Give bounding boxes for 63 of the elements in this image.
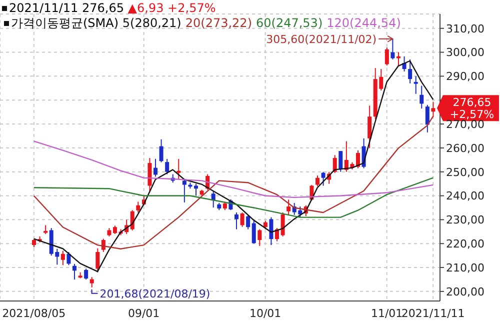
y-tick-label: 220,00 xyxy=(446,238,484,251)
line-series xyxy=(33,177,434,218)
candlestick xyxy=(84,268,88,280)
y-tick-label: 200,00 xyxy=(446,285,484,298)
candlestick xyxy=(280,212,285,237)
x-tick-label: 10/01 xyxy=(249,306,282,320)
text: 60(247,53) xyxy=(256,16,323,30)
candlestick xyxy=(368,105,372,149)
candlestick xyxy=(258,228,262,246)
candlestick xyxy=(408,58,412,84)
y-tick-label: 290,00 xyxy=(446,70,484,84)
candlestick xyxy=(316,174,320,187)
candlestick xyxy=(425,104,430,133)
candlestick xyxy=(234,212,238,230)
candlestick xyxy=(176,158,181,180)
candlestick xyxy=(130,210,134,231)
candlestick xyxy=(414,76,418,94)
candlestick xyxy=(154,158,158,178)
annotation: 201,68(2021/08/19) xyxy=(100,287,210,300)
text: 5(280,21) xyxy=(122,16,182,30)
chart-subtitle: ▲6,93 +2,57% xyxy=(128,1,216,15)
candlestick xyxy=(252,220,256,244)
candlestick xyxy=(286,199,291,216)
y-tick-label: 230,00 xyxy=(446,214,484,227)
y-tick-label: 210,00 xyxy=(446,261,484,274)
candlestick xyxy=(148,157,152,192)
candlestick xyxy=(332,154,337,174)
candlestick xyxy=(390,38,395,60)
candlestick xyxy=(194,183,198,196)
candlestick xyxy=(246,214,250,230)
candlestick xyxy=(338,150,343,172)
y-tick-label: 310,00 xyxy=(446,22,484,36)
candlestick xyxy=(159,138,164,163)
legend-title: 가격이동평균(SMA) xyxy=(11,16,119,30)
candlestick xyxy=(269,216,274,246)
candlestick xyxy=(72,263,76,280)
candlestick xyxy=(431,101,436,118)
candlestick xyxy=(165,158,170,175)
text: 120(244,54) xyxy=(326,16,401,30)
candlestick xyxy=(90,276,94,288)
y-tick-label: 250,00 xyxy=(446,166,484,179)
candlestick xyxy=(136,201,140,214)
candlestick xyxy=(420,85,424,109)
text: 20(273,22) xyxy=(185,16,252,30)
line-series xyxy=(33,140,434,198)
candlestick xyxy=(356,150,360,169)
text: 276,65 +2,57% xyxy=(450,96,494,122)
candlestick xyxy=(240,212,244,228)
candlestick xyxy=(321,171,326,186)
chart-title: 2021/11/11 276,65 xyxy=(9,1,124,15)
candlestick xyxy=(384,46,389,66)
candlestick xyxy=(96,248,100,273)
candlestick xyxy=(66,251,71,266)
y-tick-label: 260,00 xyxy=(446,142,484,155)
x-tick-label: 2021/08/05 xyxy=(2,306,66,320)
x-tick-label: 11/01 xyxy=(370,306,403,320)
line-series xyxy=(33,60,434,272)
y-tick-label: 240,00 xyxy=(446,190,484,203)
x-tick-label: 2021/11/11 xyxy=(401,306,465,320)
annotation: 305,60(2021/11/02) xyxy=(266,32,377,46)
x-tick-label: 09/01 xyxy=(128,306,160,320)
y-tick-label: 300,00 xyxy=(446,46,484,60)
candlestick xyxy=(60,250,65,266)
